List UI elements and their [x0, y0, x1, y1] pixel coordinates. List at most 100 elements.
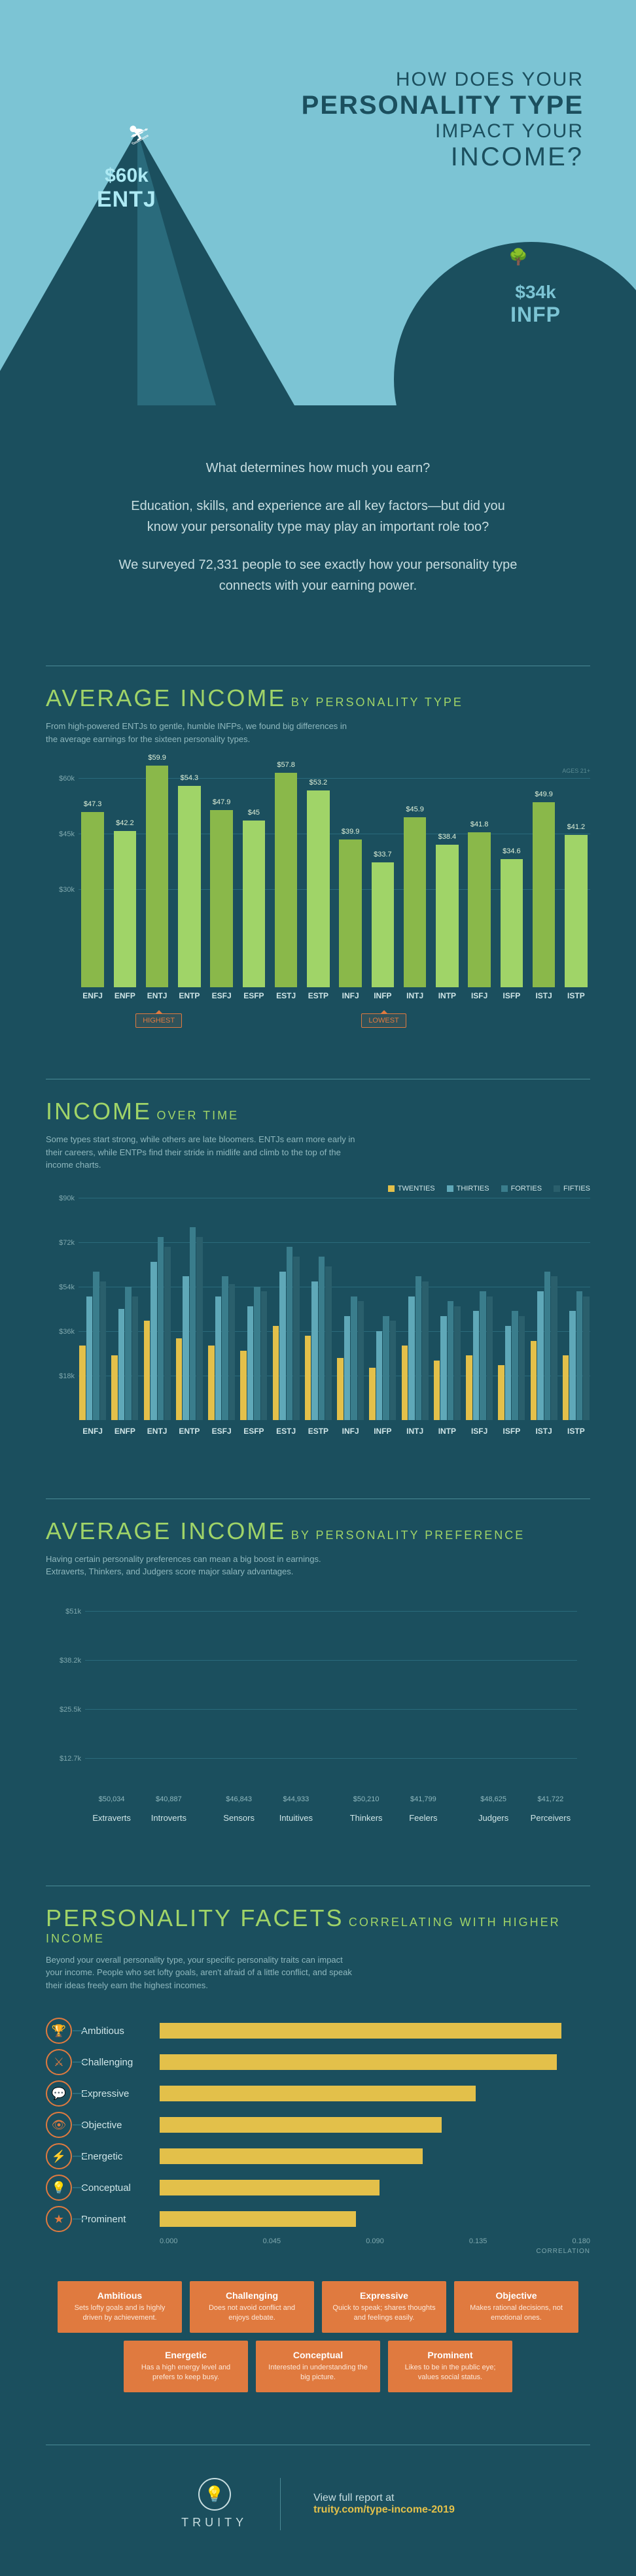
bar: $45 [243, 821, 266, 987]
sec4-title: PERSONALITY FACETS CORRELATING WITH HIGH… [46, 1886, 590, 1946]
bar-col: $38.4INTP [433, 845, 461, 1000]
footer: 💡 TRUITY View full report at truity.com/… [46, 2445, 590, 2576]
bar-label: ENTP [179, 991, 200, 1000]
bar-label: ENTJ [147, 991, 168, 1000]
pref-label: Perceivers [531, 1813, 571, 1823]
bar-value: $38.4 [438, 833, 457, 841]
bar-value: $47.3 [84, 800, 102, 808]
brand-logo: 💡 TRUITY [181, 2478, 247, 2530]
decade-bar [222, 1276, 228, 1419]
facet-cards: AmbitiousSets lofty goals and is highly … [46, 2281, 590, 2392]
group-label: ISTJ [535, 1427, 552, 1436]
bar-value: $39.9 [342, 828, 360, 836]
decade-bar [247, 1306, 254, 1420]
bar-value: $33.7 [374, 851, 392, 858]
facet-card: ObjectiveMakes rational decisions, not e… [454, 2281, 578, 2333]
bar-label: ISTJ [535, 991, 552, 1000]
pref-label: Intuitives [279, 1813, 313, 1823]
bar-col: $57.8ESTJ [272, 773, 300, 1000]
decade-bar [569, 1311, 576, 1419]
facet-row: ⚔Challenging [46, 2049, 590, 2075]
card-title: Ambitious [65, 2290, 174, 2301]
group-label: INTJ [406, 1427, 423, 1436]
group-col: ISFP [497, 1311, 525, 1419]
pref-bar-value: $46,843 [226, 1795, 252, 1803]
decade-bar [466, 1355, 472, 1419]
pref-bar-value: $50,034 [99, 1795, 125, 1803]
decade-bar [118, 1309, 125, 1420]
group-label: ENTP [179, 1427, 200, 1436]
facet-card: EnergeticHas a high energy level and pre… [124, 2341, 248, 2392]
pref-bar-value: $50,210 [353, 1795, 380, 1803]
decade-bar [551, 1276, 557, 1419]
group-col: INTJ [401, 1276, 429, 1419]
group-label: INFP [374, 1427, 391, 1436]
group-col: ISFJ [465, 1291, 493, 1419]
facet-icon: 💡 [46, 2175, 72, 2201]
bar-col: $42.2ENFP [111, 831, 139, 1000]
group-col: ESTJ [272, 1247, 300, 1419]
group-col: INTP [433, 1301, 461, 1419]
card-desc: Does not avoid conflict and enjoys debat… [198, 2303, 306, 2324]
bar-value: $41.8 [470, 821, 489, 828]
hero-l4: INCOME? [217, 143, 584, 172]
axis-tick: 0.180 [572, 2237, 590, 2245]
facet-bar [160, 2054, 557, 2070]
card-desc: Likes to be in the public eye; values so… [396, 2363, 504, 2383]
bar-label: INFJ [342, 991, 359, 1000]
pref-label: Thinkers [350, 1813, 383, 1823]
bar-col: $39.9 INFJ [336, 839, 364, 1000]
decade-bar [240, 1351, 247, 1420]
sec1-title: AVERAGE INCOME BY PERSONALITY TYPE [46, 666, 590, 712]
group-label: ISFP [503, 1427, 521, 1436]
decade-bar [261, 1291, 268, 1419]
bar: $41.2 [565, 835, 588, 987]
pref-bar-value: $48,625 [480, 1795, 506, 1803]
facet-axis: 0.0000.0450.0900.1350.180 [160, 2237, 590, 2245]
facet-bar [160, 2086, 476, 2101]
group-label: INFJ [342, 1427, 359, 1436]
decade-bar [100, 1281, 107, 1420]
decade-bar [158, 1237, 164, 1420]
bar: $39.9 [339, 839, 362, 987]
group-label: ENFJ [82, 1427, 103, 1436]
bar-label: ISFP [503, 991, 521, 1000]
decade-bar [408, 1296, 415, 1420]
decade-bar [351, 1296, 357, 1420]
axis-tick: 0.090 [366, 2237, 384, 2245]
decade-bar [164, 1247, 171, 1419]
high-type: ENTJ [97, 187, 156, 212]
group-label: ESTP [308, 1427, 328, 1436]
decade-bar [125, 1287, 132, 1420]
bar-col: $34.6ISFP [497, 859, 525, 1000]
decade-bar [448, 1301, 454, 1419]
low-type: INFP [510, 303, 561, 327]
high-peak-label: $60k ENTJ [97, 165, 156, 212]
sec2-title-big: INCOME [46, 1098, 152, 1125]
bar-col: $45ESFP [239, 821, 268, 1000]
bar-col: $53.2ESTP [304, 790, 332, 1000]
decade-bar [498, 1365, 504, 1419]
section-facets: PERSONALITY FACETS CORRELATING WITH HIGH… [0, 1873, 636, 2432]
hero-l1: HOW DOES YOUR [217, 69, 584, 91]
facet-bar [160, 2117, 442, 2133]
legend-forties: FORTIES [501, 1185, 542, 1193]
bar: $41.8 [468, 832, 491, 987]
decade-bar [93, 1272, 99, 1420]
pref-label: Introverts [151, 1813, 186, 1823]
sec3-desc: Having certain personality preferences c… [46, 1553, 360, 1578]
bar-label: INFP [374, 991, 391, 1000]
facet-label: Energetic [81, 2151, 160, 2162]
bar-value: $59.9 [148, 754, 166, 762]
facet-label: Prominent [81, 2214, 160, 2225]
bar-label: ESTP [308, 991, 328, 1000]
bar-value: $45 [248, 809, 260, 817]
facet-label: Objective [81, 2120, 160, 2131]
facet-icon: ★ [46, 2206, 72, 2232]
pref-label: Judgers [478, 1813, 508, 1823]
decade-bar [454, 1306, 461, 1420]
pref-label: Extraverts [92, 1813, 131, 1823]
axis-tick: 0.045 [263, 2237, 281, 2245]
high-amount: $60k [97, 165, 156, 187]
decade-bar [337, 1358, 344, 1419]
